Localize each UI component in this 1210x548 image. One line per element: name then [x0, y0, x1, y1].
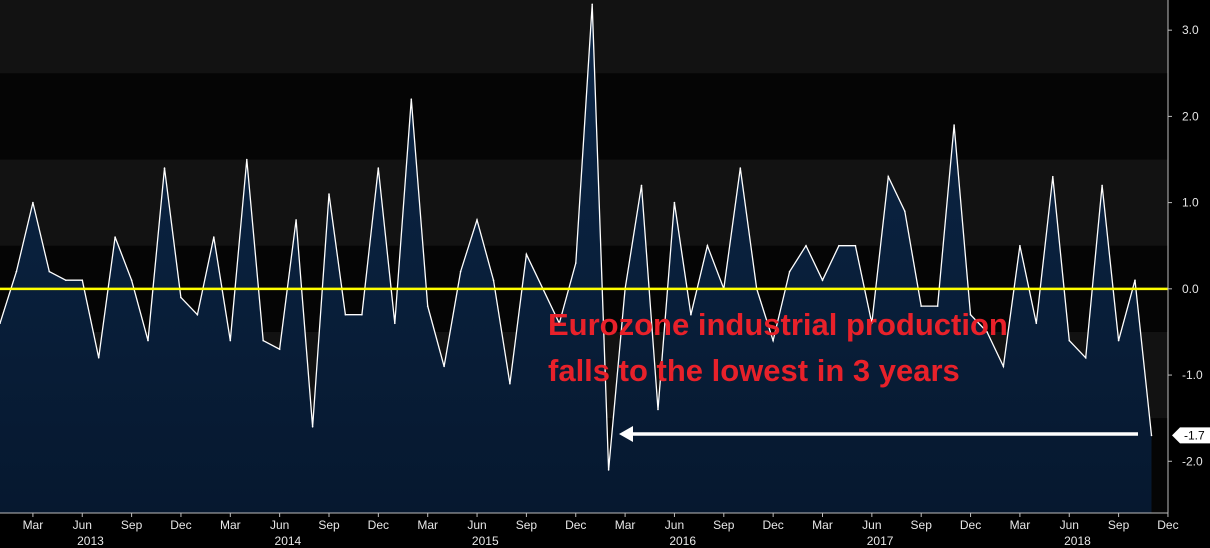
- x-tick-label: Mar: [23, 518, 44, 532]
- x-tick-label: Dec: [170, 518, 191, 532]
- x-tick-label: Dec: [762, 518, 783, 532]
- x-tick-label: Jun: [73, 518, 92, 532]
- x-tick-label: Mar: [417, 518, 438, 532]
- x-tick-label: Sep: [713, 518, 735, 532]
- x-tick-label: Dec: [368, 518, 389, 532]
- background-band: [0, 0, 1168, 74]
- x-tick-label: Mar: [812, 518, 833, 532]
- last-value-box: [1172, 427, 1210, 444]
- x-tick-label: Dec: [565, 518, 586, 532]
- x-tick-label: Mar: [1010, 518, 1031, 532]
- series-line: [0, 4, 1153, 470]
- x-tick-label: Mar: [615, 518, 636, 532]
- x-tick-label: Sep: [318, 518, 340, 532]
- y-tick-label: 0.0: [1182, 282, 1199, 296]
- y-tick-label: -2.0: [1182, 454, 1203, 468]
- x-tick-label: Jun: [665, 518, 684, 532]
- x-tick-label: Jun: [862, 518, 881, 532]
- x-tick-label: Sep: [911, 518, 933, 532]
- annotation: Eurozone industrial production falls to …: [548, 307, 1008, 388]
- x-tick-label: Jun: [270, 518, 289, 532]
- x-tick-label: Sep: [121, 518, 143, 532]
- annotation-line-1: Eurozone industrial production: [548, 307, 1008, 342]
- y-tick-label: 2.0: [1182, 109, 1199, 123]
- x-tick-label: Sep: [516, 518, 538, 532]
- last-value-marker: -1.7: [1172, 427, 1210, 444]
- y-axis: -2.0 -1.0 0.0 1.0 2.0 3.0: [1168, 23, 1203, 468]
- x-tick-label: Jun: [467, 518, 486, 532]
- last-value-label: -1.7: [1184, 428, 1205, 442]
- x-tick-label: Dec: [960, 518, 981, 532]
- x-year-label: 2014: [275, 534, 302, 548]
- x-year-label: 2015: [472, 534, 499, 548]
- x-year-label: 2018: [1064, 534, 1091, 548]
- annotation-arrow: [619, 426, 1138, 442]
- x-tick-label: Jun: [1060, 518, 1079, 532]
- x-year-label: 2017: [867, 534, 894, 548]
- x-axis: Mar Jun Sep Dec Mar Jun Sep Dec Mar Jun Sep Dec Mar J…: [23, 513, 1179, 548]
- x-tick-label: Mar: [220, 518, 241, 532]
- y-tick-label: 1.0: [1182, 196, 1199, 210]
- y-tick-label: 3.0: [1182, 23, 1199, 37]
- y-tick-label: -1.0: [1182, 368, 1203, 382]
- arrow-head: [619, 426, 633, 442]
- x-year-label: 2016: [669, 534, 696, 548]
- annotation-line-2: falls to the lowest in 3 years: [548, 353, 960, 388]
- x-tick-label: Dec: [1157, 518, 1178, 532]
- x-year-label: 2013: [77, 534, 104, 548]
- x-tick-label: Sep: [1108, 518, 1130, 532]
- area-fill: [0, 4, 1152, 514]
